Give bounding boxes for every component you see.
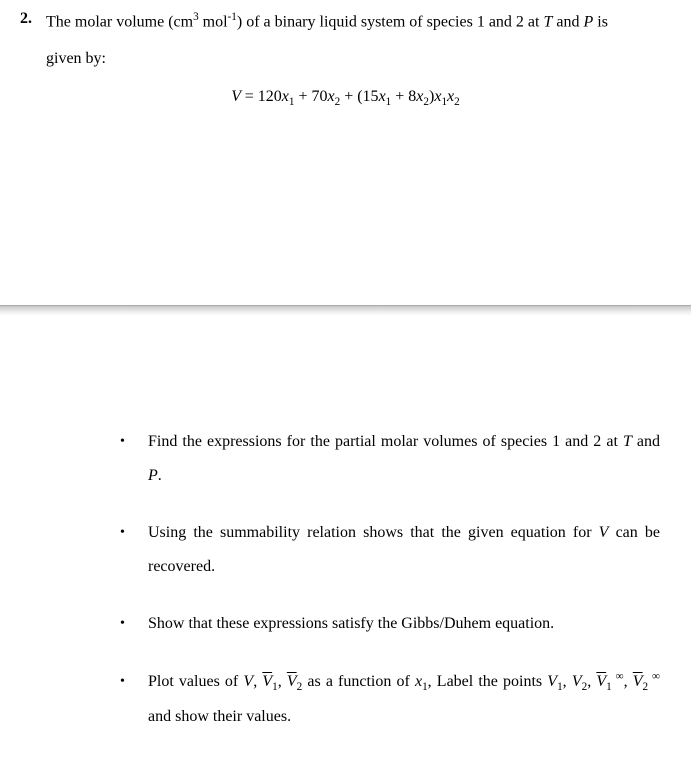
bullet-icon: • xyxy=(120,516,148,550)
problem-number: 2. xyxy=(20,10,32,28)
section-divider xyxy=(0,305,691,316)
bullet-icon: • xyxy=(120,607,148,641)
prompt-line-1: The molar volume (cm3 mol-1) of a binary… xyxy=(46,10,608,34)
bullet-icon: • xyxy=(120,425,148,459)
bullet-text: Find the expressions for the partial mol… xyxy=(148,425,660,492)
list-item: • Using the summability relation shows t… xyxy=(120,516,660,583)
bullet-list: • Find the expressions for the partial m… xyxy=(120,425,660,757)
bullet-icon: • xyxy=(120,665,148,699)
bullet-text: Using the summability relation shows tha… xyxy=(148,516,660,583)
list-item: • Plot values of V, V1, V2 as a function… xyxy=(120,665,660,733)
list-item: • Find the expressions for the partial m… xyxy=(120,425,660,492)
molar-volume-equation: V = 120x1 + 70x2 + (15x1 + 8x2)x1x2 xyxy=(0,88,691,108)
list-item: • Show that these expressions satisfy th… xyxy=(120,607,660,641)
bullet-text: Show that these expressions satisfy the … xyxy=(148,607,660,641)
prompt-line-2: given by: xyxy=(46,50,106,68)
page: 2. The molar volume (cm3 mol-1) of a bin… xyxy=(0,0,691,711)
bullet-text: Plot values of V, V1, V2 as a function o… xyxy=(148,665,660,733)
